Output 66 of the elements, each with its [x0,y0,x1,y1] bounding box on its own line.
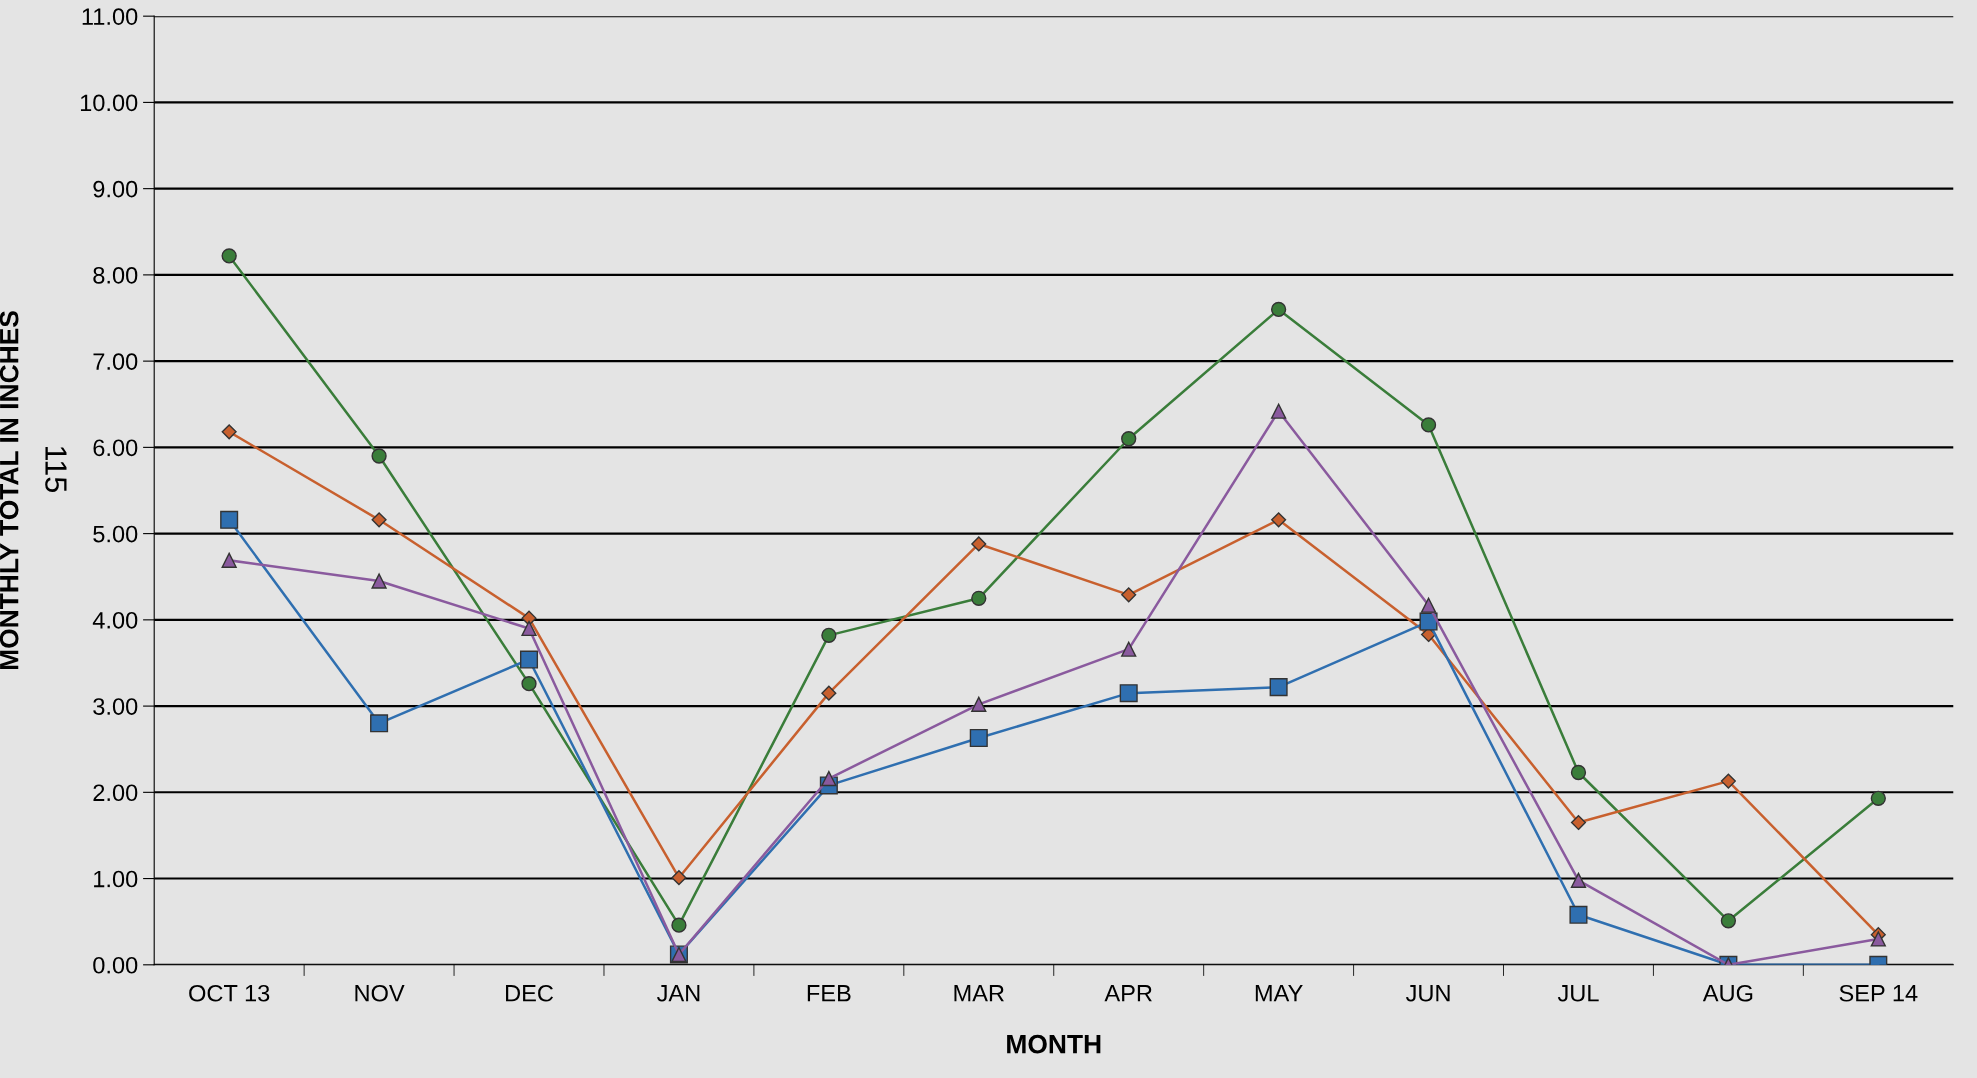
point [1420,597,1437,613]
y-tick-label: 4.00 [92,611,138,629]
point [1419,612,1438,631]
point [1420,417,1437,433]
point [969,728,988,748]
x-tick-label: NOV [355,984,405,1002]
point [1569,905,1588,924]
y-tick-label: 10.00 [80,94,138,112]
x-tick-label: SEP 14 [1839,984,1918,1002]
point [971,696,987,713]
y-axis-title: MONTHLY TOTAL IN INCHES [0,311,19,670]
point [1270,301,1287,318]
x-tick-label: APR [1104,985,1152,1002]
point [1119,684,1138,703]
point [1720,913,1737,929]
text: 115 [45,446,67,493]
y-tick-label: 2.00 [93,784,138,802]
point [671,870,687,886]
y-tick-label: 0.00 [93,956,138,974]
point [221,552,237,568]
y-tick-label: 6.00 [93,439,138,457]
x-tick-label: MAR [954,985,1004,1002]
x-tick-label: JAN [657,985,700,1002]
point [1271,512,1287,528]
point [821,770,837,787]
point [519,650,539,669]
y-tick-label: 9.00 [93,180,138,198]
point [370,714,389,733]
x-tick-label: DEC [506,984,554,1002]
point [1570,814,1587,831]
y-tick-label: 8.00 [93,266,138,284]
y-tick-label: 7.00 [93,353,138,370]
point [1870,790,1886,807]
point [371,573,387,589]
x-tick-label: FEB [807,985,851,1002]
point [671,917,687,933]
x-tick-label: MAY [1255,985,1303,1002]
point [221,424,237,440]
point [1870,931,1886,947]
x-tick-label: JUN [1405,985,1450,1002]
x-axis-title: MONTH [1007,1034,1101,1054]
point [1121,431,1137,447]
x-tick-label: AUG [1702,984,1753,1002]
point [220,510,239,529]
y-tick-label: 3.00 [93,698,138,715]
point [1269,678,1288,697]
point [1720,773,1736,789]
y-tick-label: 1.00 [94,870,138,888]
point [1121,587,1137,603]
point [521,676,537,692]
y-tick-label: 5.00 [93,525,138,543]
point [1270,403,1287,419]
point [1570,872,1587,888]
point [821,627,837,644]
point [971,590,987,606]
point [1570,764,1587,781]
point [371,512,387,528]
y-tick-label: 11.00 [82,8,138,25]
point [371,448,387,464]
point [821,685,837,701]
x-tick-label: OCT 13 [189,984,270,1002]
x-tick-label: JUL [1557,985,1599,1002]
point [521,620,537,637]
point [1121,641,1137,657]
point [221,248,237,264]
point [971,536,987,552]
